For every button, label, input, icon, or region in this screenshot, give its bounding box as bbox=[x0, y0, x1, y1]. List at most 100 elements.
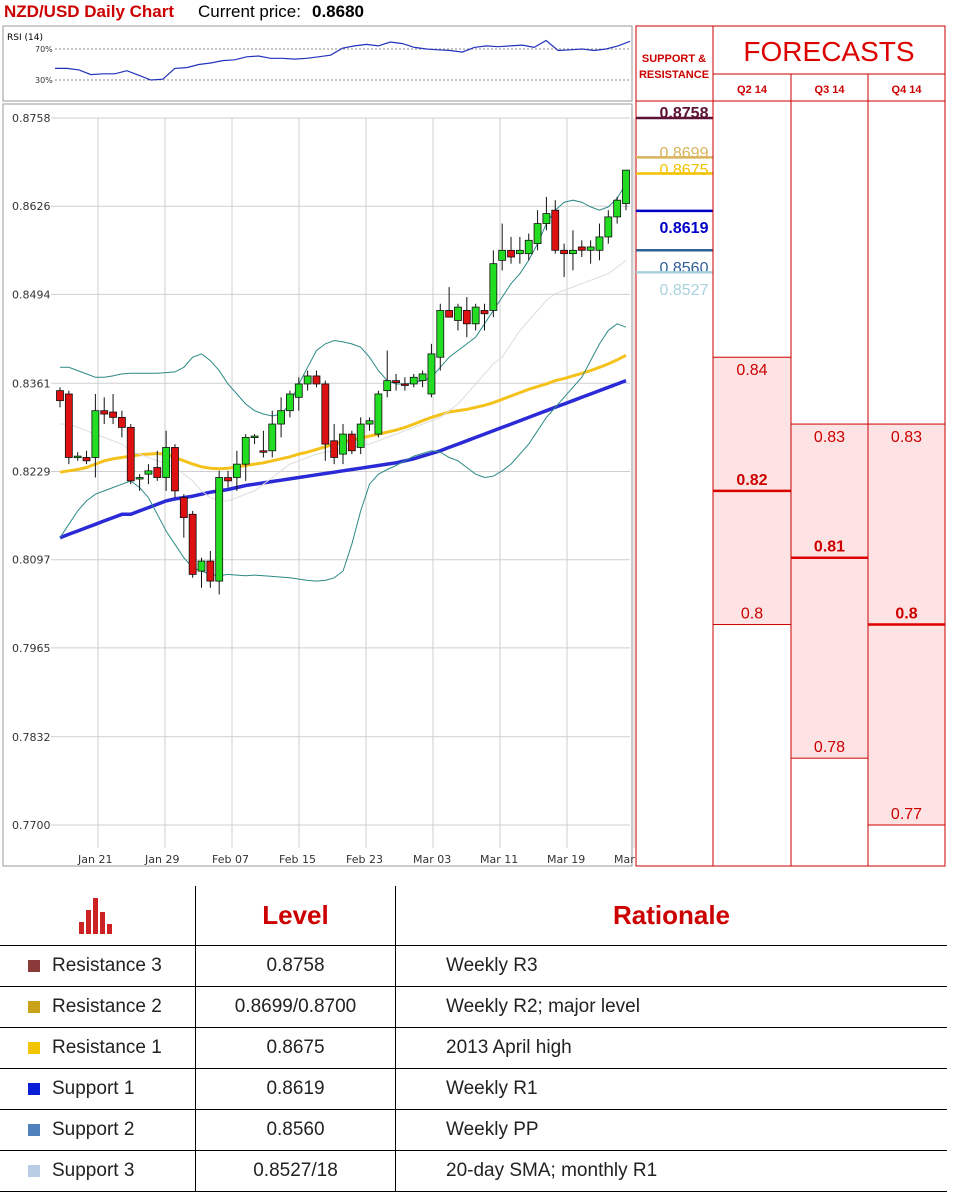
candle bbox=[542, 196, 551, 231]
candle-body-up bbox=[595, 236, 604, 251]
sr-column bbox=[635, 25, 714, 867]
y-tick-label: 0.8361 bbox=[12, 377, 51, 390]
candle-body-up bbox=[162, 447, 171, 478]
candle-body-down bbox=[206, 560, 215, 582]
rsi-panel bbox=[2, 25, 633, 102]
candle bbox=[259, 430, 268, 458]
candle-body-down bbox=[259, 450, 268, 453]
candle bbox=[144, 464, 153, 485]
forecasts-title: FORECASTS bbox=[743, 36, 914, 67]
candle-body-down bbox=[347, 433, 356, 452]
candle bbox=[171, 444, 179, 498]
x-tick-label: Mar 03 bbox=[413, 853, 451, 866]
candles bbox=[56, 169, 630, 595]
color-swatch bbox=[28, 1041, 40, 1054]
forecast-mid: 0.81 bbox=[814, 539, 845, 556]
candle bbox=[560, 243, 568, 278]
candle bbox=[347, 430, 356, 455]
candle-body-down bbox=[171, 447, 179, 492]
candle bbox=[312, 370, 321, 388]
candle bbox=[551, 200, 560, 254]
level-rationale: Weekly PP bbox=[395, 1109, 947, 1151]
candle bbox=[197, 557, 206, 588]
candle bbox=[569, 230, 577, 271]
candle bbox=[286, 390, 294, 418]
level-name-cell: Support 2 bbox=[0, 1109, 196, 1151]
candle-body-down bbox=[560, 249, 568, 255]
candle bbox=[604, 210, 613, 244]
candle bbox=[489, 250, 498, 318]
candle-body-up bbox=[409, 376, 418, 385]
candle-body-up bbox=[471, 306, 480, 325]
candle bbox=[294, 377, 303, 411]
x-tick-label: Feb 15 bbox=[279, 853, 316, 866]
level-name-cell: Resistance 3 bbox=[0, 945, 196, 987]
candle bbox=[224, 470, 232, 488]
candle bbox=[64, 390, 73, 465]
forecast-low: 0.77 bbox=[891, 806, 922, 823]
sr-level-value: 0.8699 bbox=[660, 145, 709, 162]
candle bbox=[480, 303, 489, 331]
sr-level-value: 0.8560 bbox=[660, 260, 709, 277]
forecast-column-label: Q3 14 bbox=[815, 84, 846, 96]
candle-body-up bbox=[215, 477, 224, 582]
candle bbox=[232, 450, 241, 491]
candle bbox=[153, 450, 162, 481]
candle-body-down bbox=[126, 426, 135, 482]
candle bbox=[622, 169, 630, 211]
table-row: Support 1 0.8619 Weekly R1 bbox=[0, 1068, 947, 1110]
price-label: Current price: bbox=[198, 2, 301, 21]
candle bbox=[595, 223, 604, 261]
candle-body-up bbox=[454, 306, 462, 321]
sr-level-value: 0.8619 bbox=[660, 220, 709, 237]
candle bbox=[135, 474, 144, 491]
candle-body-down bbox=[330, 440, 339, 458]
forecast-column-label: Q4 14 bbox=[892, 84, 923, 96]
candle bbox=[524, 233, 533, 261]
candle-body-up bbox=[418, 373, 427, 382]
x-tick-label: Feb 23 bbox=[346, 853, 383, 866]
chart-panel: NZD/USD Daily Chart Current price: 0.868… bbox=[2, 2, 946, 867]
candle-body-up bbox=[135, 477, 144, 480]
bar-chart-icon bbox=[78, 897, 112, 934]
level-rationale: Weekly R1 bbox=[395, 1068, 947, 1110]
candle bbox=[613, 196, 622, 224]
candle-body-down bbox=[56, 390, 64, 402]
y-tick-label: 0.7700 bbox=[12, 819, 51, 832]
forecast-column-label: Q2 14 bbox=[737, 84, 768, 96]
level-value: 0.8699/0.8700 bbox=[195, 986, 396, 1028]
level-name: Resistance 2 bbox=[52, 996, 162, 1017]
forecast-mid: 0.82 bbox=[736, 472, 767, 489]
level-name: Support 3 bbox=[52, 1160, 135, 1181]
sr-level-value: 0.8758 bbox=[660, 105, 709, 122]
candle-body-down bbox=[188, 513, 197, 575]
level-value: 0.8675 bbox=[195, 1027, 396, 1069]
candle-body-down bbox=[179, 497, 188, 519]
candle bbox=[56, 387, 64, 408]
candle-body-up bbox=[91, 410, 100, 458]
candle bbox=[401, 377, 409, 391]
y-tick-label: 0.7832 bbox=[12, 731, 51, 744]
candle bbox=[179, 494, 188, 538]
candle-body-down bbox=[64, 393, 73, 458]
series-line-4 bbox=[59, 323, 627, 582]
candle bbox=[392, 373, 400, 391]
candle-body-up bbox=[569, 249, 577, 255]
candle bbox=[82, 450, 91, 465]
y-tick-label: 0.7965 bbox=[12, 642, 51, 655]
candle bbox=[445, 287, 454, 318]
candle-body-down bbox=[392, 380, 400, 384]
level-rationale: 20-day SMA; monthly R1 bbox=[395, 1150, 947, 1192]
x-tick-label: Mar 11 bbox=[480, 853, 518, 866]
color-swatch bbox=[28, 1000, 40, 1013]
table-row: Resistance 1 0.8675 2013 April high bbox=[0, 1027, 947, 1069]
levels-table-header: Level Rationale bbox=[0, 886, 947, 946]
candle-body-up bbox=[515, 249, 524, 255]
levels-table: Level Rationale Resistance 3 0.8758 Weekly… bbox=[0, 886, 947, 1192]
level-rationale: Weekly R2; major level bbox=[395, 986, 947, 1028]
candle-body-up bbox=[542, 213, 551, 224]
candle-body-up bbox=[277, 410, 285, 425]
level-name: Support 2 bbox=[52, 1119, 135, 1140]
candle bbox=[507, 236, 515, 264]
table-row: Support 3 0.8527/18 20-day SMA; monthly R1 bbox=[0, 1150, 947, 1192]
